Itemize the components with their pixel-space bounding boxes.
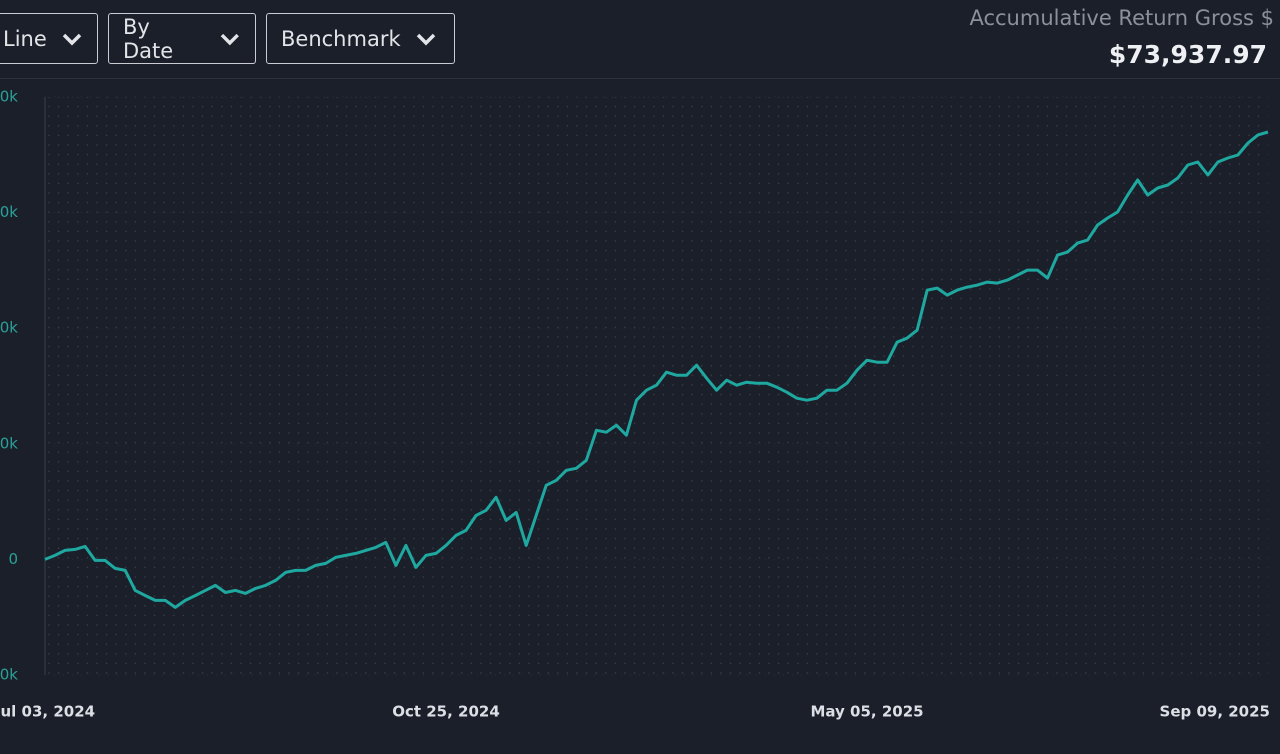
divider <box>0 78 1280 79</box>
summary-value: $73,937.97 <box>1108 40 1267 69</box>
x-tick-label: Oct 25, 2024 <box>392 703 500 721</box>
button-label: Line <box>3 26 47 51</box>
y-tick-label: 20k <box>0 434 18 452</box>
y-tick-label: 80k <box>0 88 18 106</box>
x-tick-label: May 05, 2025 <box>810 703 923 721</box>
y-tick-label: 60k <box>0 203 18 221</box>
chevron <box>62 33 82 45</box>
button-label: By Date <box>123 14 174 63</box>
line-series <box>44 130 1269 609</box>
x-tick-label: Sep 09, 2025 <box>1160 703 1270 721</box>
x-tick-label: Jul 03, 2024 <box>0 703 95 721</box>
summary-label: Accumulative Return Gross $ <box>969 6 1274 30</box>
group-by-button[interactable]: By Date <box>108 13 256 64</box>
chevron <box>221 33 240 45</box>
chart-type-button[interactable]: Line <box>0 13 98 64</box>
y-tick-label: 40k <box>0 319 18 337</box>
benchmark-button[interactable]: Benchmark <box>266 13 455 64</box>
chevron <box>416 33 435 45</box>
button-label: Benchmark <box>281 26 401 51</box>
y-tick-label: 0 <box>8 550 18 568</box>
y-tick-label: -20k <box>0 666 18 684</box>
